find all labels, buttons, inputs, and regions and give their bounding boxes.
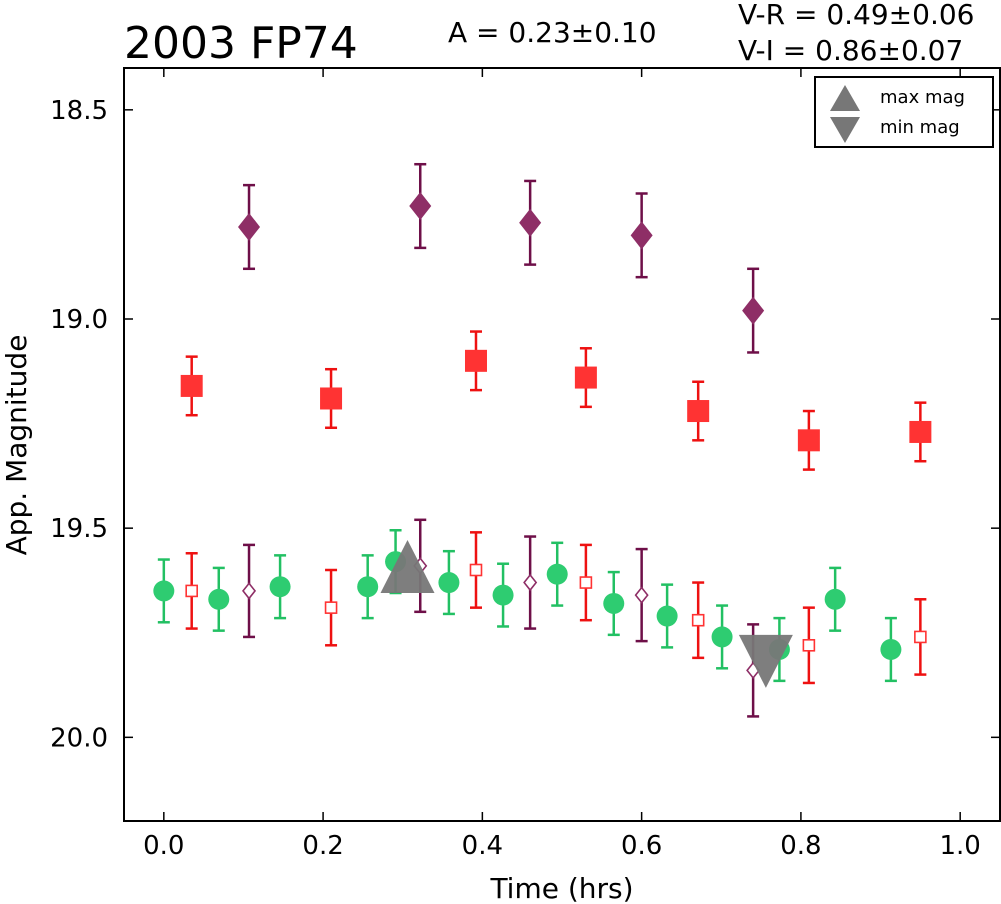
data-point-diamond bbox=[409, 192, 432, 221]
axis-ticks: 0.0 0.2 0.4 0.6 0.8 1.0 18.5 19.0 19.5 20.0 bbox=[50, 68, 1000, 861]
data-point-circle bbox=[438, 572, 460, 594]
data-point-diamond bbox=[238, 212, 261, 241]
data-point-circle bbox=[880, 638, 902, 660]
y-tick-label: 18.5 bbox=[50, 96, 108, 126]
x-axis-label: Time (hrs) bbox=[489, 872, 633, 904]
data-point-square-open bbox=[579, 576, 593, 589]
chart-title: 2003 FP74 bbox=[124, 18, 358, 69]
y-tick-label: 19.5 bbox=[50, 514, 108, 544]
data-point-square-open bbox=[691, 613, 705, 627]
data-point-diamond-open bbox=[242, 582, 257, 600]
x-tick-label: 0.6 bbox=[621, 831, 662, 861]
amplitude-label: A = 0.23±0.10 bbox=[448, 16, 657, 49]
data-point-circle bbox=[824, 588, 846, 610]
data-point-square-open bbox=[185, 584, 198, 598]
x-tick-label: 0.2 bbox=[302, 831, 343, 861]
data-point-circle bbox=[357, 576, 379, 598]
color-index-vr: V-R = 0.49±0.06 bbox=[738, 0, 974, 31]
legend-min-mag-label: min mag bbox=[880, 117, 960, 138]
data-point-square-open bbox=[802, 638, 816, 652]
data-point-circle bbox=[711, 626, 733, 648]
data-point-diamond bbox=[519, 208, 542, 237]
max-mag-marker bbox=[380, 540, 435, 593]
data-point-square bbox=[320, 387, 343, 410]
data-point-diamond-open bbox=[634, 586, 649, 604]
data-point-diamond bbox=[742, 296, 765, 325]
y-tick-label: 19.0 bbox=[50, 305, 108, 335]
x-tick-label: 0.0 bbox=[143, 831, 184, 861]
data-point-square-open bbox=[324, 601, 338, 614]
data-point-circle bbox=[546, 563, 568, 585]
data-point-square bbox=[909, 420, 932, 443]
data-point-square bbox=[797, 429, 820, 452]
legend-max-mag-label: max mag bbox=[880, 87, 965, 108]
x-tick-label: 0.4 bbox=[462, 831, 503, 861]
data-point-square-open bbox=[469, 563, 483, 577]
data-point-square-open bbox=[914, 630, 927, 644]
data-points bbox=[153, 162, 932, 718]
data-point-square bbox=[180, 374, 203, 397]
color-index-vi: V-I = 0.86±0.07 bbox=[738, 34, 963, 67]
data-point-square bbox=[464, 349, 487, 372]
data-point-circle bbox=[269, 576, 291, 598]
data-point-circle bbox=[153, 580, 175, 602]
y-axis-label: App. Magnitude bbox=[0, 335, 33, 556]
data-point-circle bbox=[603, 592, 625, 614]
data-point-diamond-open bbox=[523, 573, 538, 592]
extrema-markers bbox=[380, 540, 793, 688]
legend: max mag min mag bbox=[814, 76, 994, 148]
data-point-circle bbox=[208, 588, 230, 610]
data-point-square bbox=[687, 400, 710, 423]
min-mag-marker bbox=[738, 634, 793, 688]
data-point-circle bbox=[492, 584, 514, 606]
data-point-diamond bbox=[630, 221, 653, 250]
data-point-square bbox=[574, 366, 597, 389]
legend-min-mag-icon bbox=[830, 117, 860, 143]
y-tick-label: 20.0 bbox=[50, 723, 108, 753]
x-tick-label: 1.0 bbox=[940, 831, 981, 861]
legend-max-mag-icon bbox=[830, 85, 860, 111]
data-point-circle bbox=[656, 605, 678, 627]
plot-frame bbox=[123, 67, 1001, 822]
x-tick-label: 0.8 bbox=[780, 831, 821, 861]
